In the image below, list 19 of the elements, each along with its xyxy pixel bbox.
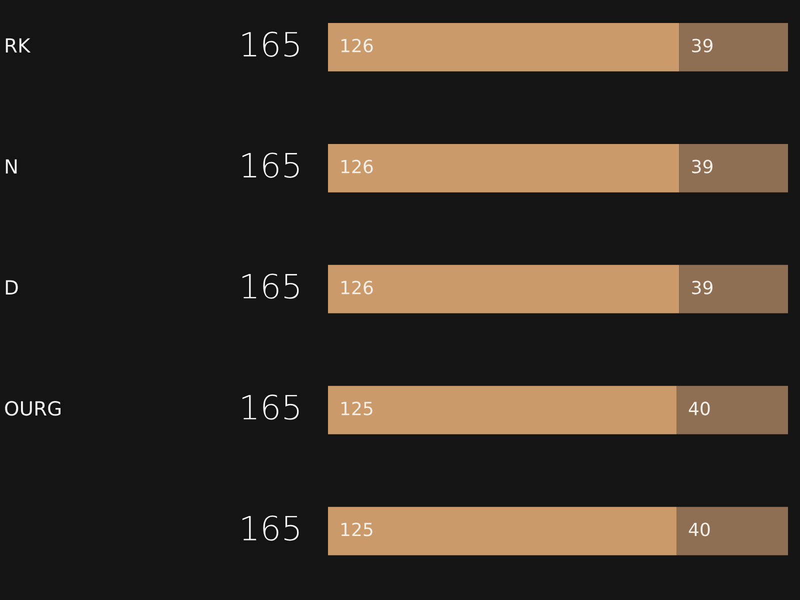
data-label: 40 bbox=[688, 402, 710, 416]
data-label: 126 bbox=[341, 160, 373, 174]
data-label: 39 bbox=[692, 280, 712, 294]
data-label: 126 bbox=[341, 280, 373, 294]
total-label: 165 bbox=[242, 516, 299, 541]
data-label: 39 bbox=[692, 160, 712, 174]
y-tick-label: D bbox=[6, 280, 18, 294]
data-label: 39 bbox=[692, 38, 712, 52]
data-label: 125 bbox=[341, 402, 372, 416]
y-tick-label: RK bbox=[6, 38, 31, 53]
y-tick-label: OURG bbox=[5, 401, 61, 416]
data-label: 125 bbox=[341, 522, 372, 536]
total-label: 165 bbox=[242, 274, 299, 299]
data-label: 126 bbox=[341, 38, 373, 52]
total-label: 165 bbox=[242, 32, 299, 57]
total-label: 165 bbox=[242, 152, 299, 178]
data-label: 40 bbox=[688, 522, 710, 536]
total-label: 165 bbox=[242, 394, 299, 420]
y-tick-label: N bbox=[6, 159, 17, 174]
